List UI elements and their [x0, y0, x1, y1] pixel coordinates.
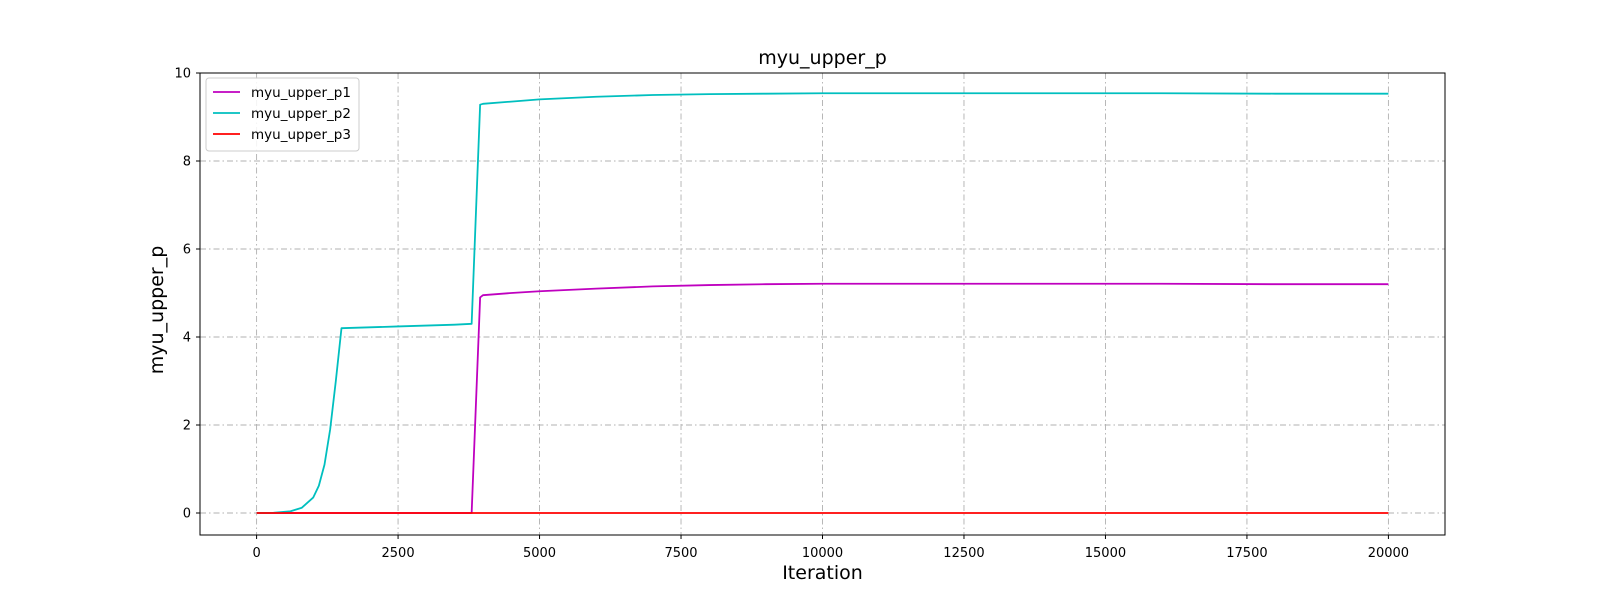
series-line-myu_upper_p2: [256, 92, 1389, 514]
x-tick-label: 0: [252, 546, 260, 561]
chart-title: myu_upper_p: [758, 47, 887, 69]
y-tick-label: 0: [183, 507, 191, 522]
x-tick-label: 5000: [523, 546, 556, 561]
series-layer: [256, 92, 1389, 514]
x-tick-label: 7500: [664, 546, 697, 561]
x-tick-label: 2500: [382, 546, 415, 561]
x-tick-label: 15000: [1085, 546, 1126, 561]
y-tick-label: 8: [183, 155, 191, 170]
grid-layer: [200, 72, 1445, 535]
ticks-layer: 0 2500 5000 7500 10000 12500 15000 17500 20000 0 2…: [174, 67, 1409, 562]
legend-label: myu_upper_p3: [251, 127, 351, 143]
x-axis-title: Iteration: [782, 562, 863, 584]
y-tick-label: 4: [183, 331, 191, 346]
y-axis-title: myu_upper_p: [146, 246, 168, 375]
x-tick-label: 17500: [1226, 546, 1267, 561]
x-tick-label: 10000: [802, 546, 843, 561]
legend-label: myu_upper_p1: [251, 85, 351, 101]
legend-frame: [205, 77, 360, 152]
y-tick-label: 2: [183, 419, 191, 434]
y-tick-label: 10: [174, 67, 191, 82]
y-tick-label: 6: [183, 243, 191, 258]
legend: myu_upper_p1 myu_upper_p2 myu_upper_p3: [205, 77, 360, 152]
legend-label: myu_upper_p2: [251, 106, 351, 122]
x-tick-label: 20000: [1368, 546, 1409, 561]
series-line-myu_upper_p1: [256, 282, 1389, 514]
x-tick-label: 12500: [943, 546, 984, 561]
